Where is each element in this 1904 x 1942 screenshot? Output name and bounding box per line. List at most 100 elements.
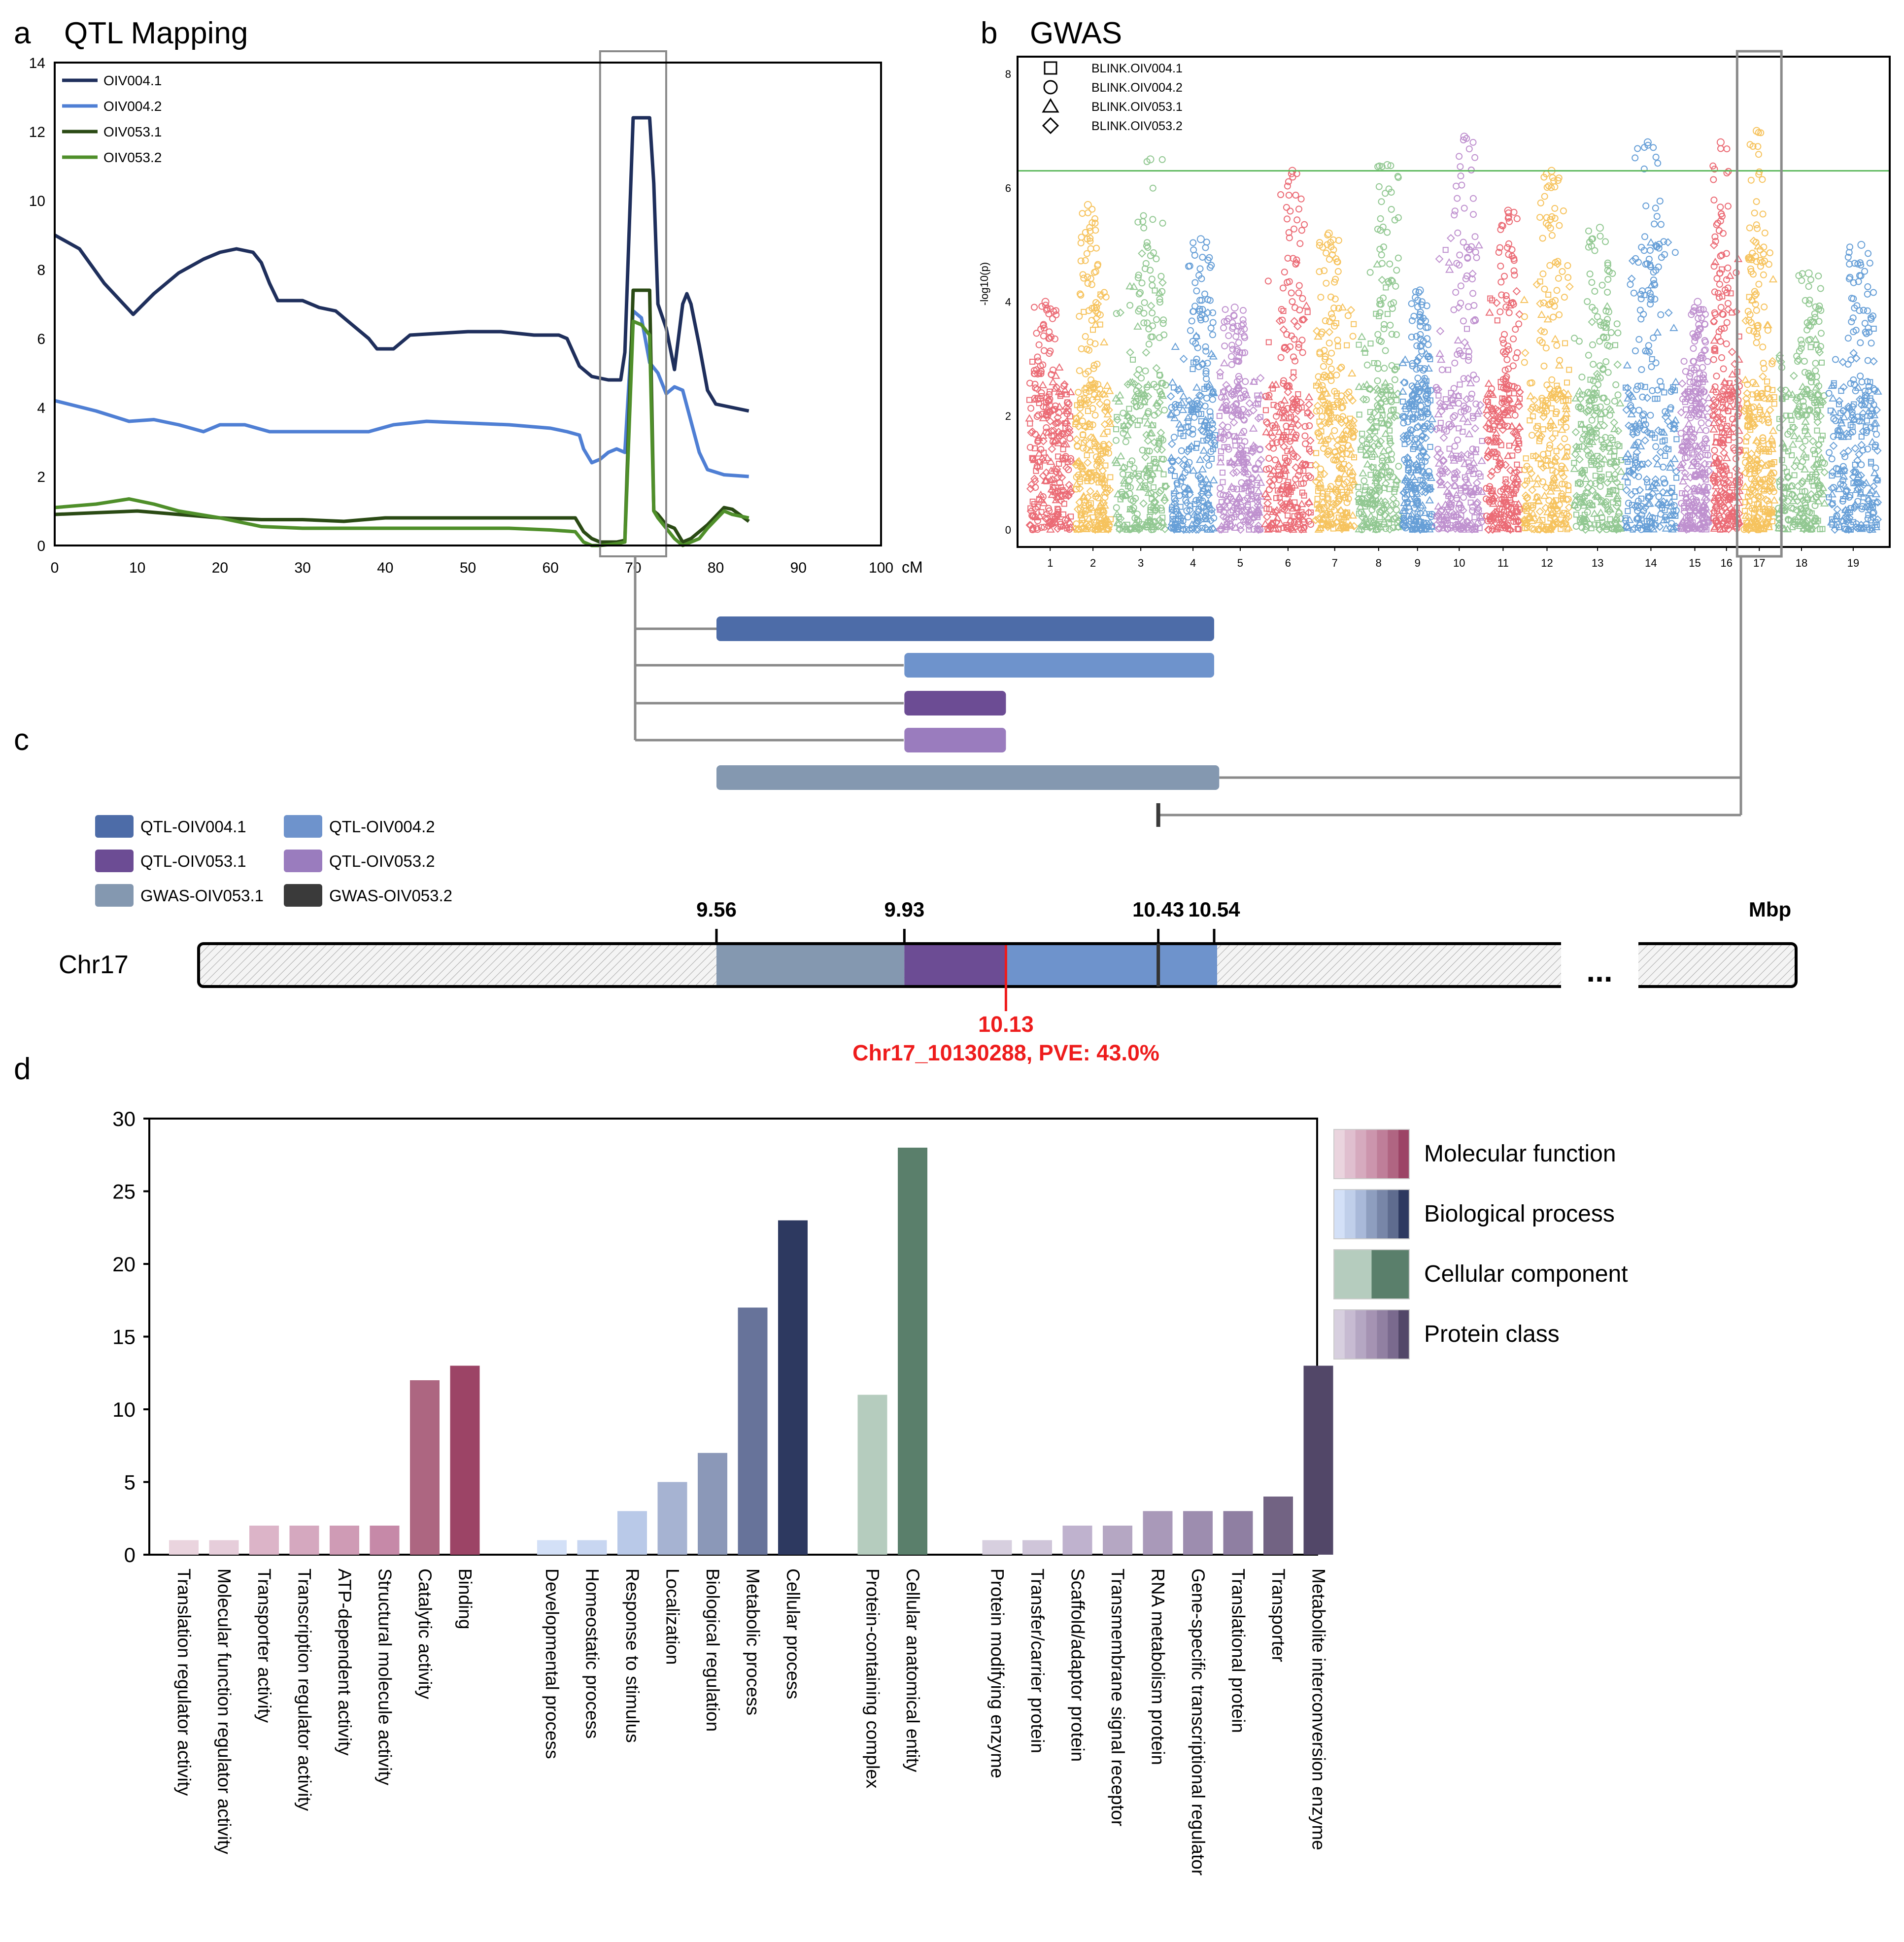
gwas-point: [1393, 500, 1400, 507]
gwas-point: [1649, 432, 1655, 438]
gwas-point: [1459, 525, 1467, 533]
gwas-point: [1128, 506, 1137, 514]
gwas-point: [1296, 240, 1304, 247]
gwas-point: [1456, 456, 1462, 462]
gwas-point: [1192, 383, 1201, 391]
gwas-point: [1488, 405, 1496, 412]
gwas-point: [1386, 260, 1394, 268]
gwas-point: [1147, 267, 1154, 274]
gwas-point: [1564, 443, 1571, 451]
gwas-point: [1457, 381, 1463, 388]
gwas-point: [1634, 382, 1641, 390]
gwas-point: [1202, 475, 1211, 483]
gwas-point: [1049, 517, 1057, 526]
gwas-point: [1535, 507, 1544, 516]
gwas-point: [1447, 420, 1457, 428]
gwas-point: [1064, 399, 1071, 406]
gwas-point: [1625, 508, 1631, 514]
gwas-point: [1554, 382, 1560, 389]
gwas-point: [1588, 438, 1597, 445]
gwas-point: [1640, 410, 1647, 418]
gwas-point: [1096, 524, 1105, 533]
gwas-chromosome-13: [1570, 224, 1626, 534]
gwas-point: [1393, 331, 1400, 339]
gwas-point: [1754, 242, 1763, 250]
gwas-point: [1492, 438, 1499, 445]
gwas-point: [1222, 503, 1230, 511]
gwas-point: [1098, 520, 1105, 527]
gwas-point: [1320, 386, 1327, 393]
gwas-point: [1046, 457, 1055, 465]
gwas-point: [1716, 280, 1723, 288]
gwas-point: [1086, 502, 1092, 508]
gwas-point: [1578, 466, 1587, 475]
gwas-point: [1026, 397, 1032, 403]
gwas-point: [1540, 173, 1548, 181]
gwas-point: [1216, 458, 1225, 466]
gwas-point: [1710, 522, 1720, 530]
gwas-point: [1724, 300, 1732, 307]
gwas-point: [1732, 384, 1739, 391]
gwas-point: [1613, 360, 1622, 369]
gwas-point: [1486, 498, 1493, 506]
gwas-point: [1425, 496, 1434, 504]
gwas-point: [1418, 298, 1426, 306]
gwas-point: [1699, 526, 1705, 533]
gwas-point: [1418, 487, 1427, 496]
gwas-point: [1537, 432, 1546, 441]
gwas-point: [1116, 308, 1125, 317]
gwas-point: [1759, 372, 1767, 381]
gwas-point: [1438, 366, 1446, 374]
gwas-point: [1392, 485, 1398, 492]
gwas-point: [1265, 486, 1273, 493]
gwas-point: [1288, 414, 1294, 420]
gwas-point: [1415, 353, 1423, 362]
gwas-point: [1229, 469, 1238, 477]
gwas-point: [1486, 483, 1494, 490]
gwas-point: [1694, 452, 1702, 460]
gwas-point: [1337, 464, 1347, 472]
gwas-point: [1254, 521, 1263, 530]
gwas-point: [1196, 306, 1203, 313]
gwas-point: [1769, 509, 1775, 515]
gwas-point: [1474, 504, 1483, 513]
gwas-point: [1350, 427, 1359, 436]
gwas-point: [1647, 301, 1654, 307]
gwas-point: [1245, 516, 1252, 524]
gwas-point: [1442, 510, 1451, 518]
gwas-point: [1216, 413, 1223, 419]
gwas-point: [1283, 457, 1291, 464]
gwas-point: [1142, 367, 1149, 375]
gwas-point: [1209, 319, 1217, 326]
gwas-point: [1316, 268, 1323, 275]
gwas-point: [1710, 336, 1719, 344]
gwas-point: [1605, 268, 1613, 275]
gwas-point: [1389, 277, 1396, 285]
gwas-point: [1234, 357, 1241, 365]
gwas-point: [1719, 387, 1727, 395]
gwas-point: [1120, 409, 1127, 417]
gwas-peak-point: [1716, 138, 1725, 146]
gwas-point: [1526, 392, 1535, 400]
gwas-point: [1714, 494, 1721, 502]
gwas-point: [1175, 384, 1184, 392]
gwas-point: [1512, 287, 1521, 296]
gwas-point: [1043, 429, 1050, 436]
gwas-point: [1472, 526, 1479, 532]
gwas-point: [1167, 453, 1176, 461]
gwas-point: [1156, 296, 1163, 303]
gwas-point: [1207, 506, 1216, 514]
gwas-point: [1750, 421, 1759, 430]
gwas-point: [1637, 291, 1644, 298]
gwas-point: [1642, 347, 1649, 355]
gwas-point: [1075, 389, 1082, 396]
gwas-point: [1647, 411, 1654, 419]
gwas-point: [1603, 320, 1610, 327]
gwas-point: [1173, 386, 1182, 395]
gwas-point: [1417, 318, 1424, 326]
gwas-point: [1460, 317, 1467, 325]
gwas-point: [1275, 487, 1281, 494]
gwas-point: [1586, 271, 1594, 277]
gwas-point: [1378, 275, 1387, 284]
gwas-point: [1327, 483, 1334, 490]
